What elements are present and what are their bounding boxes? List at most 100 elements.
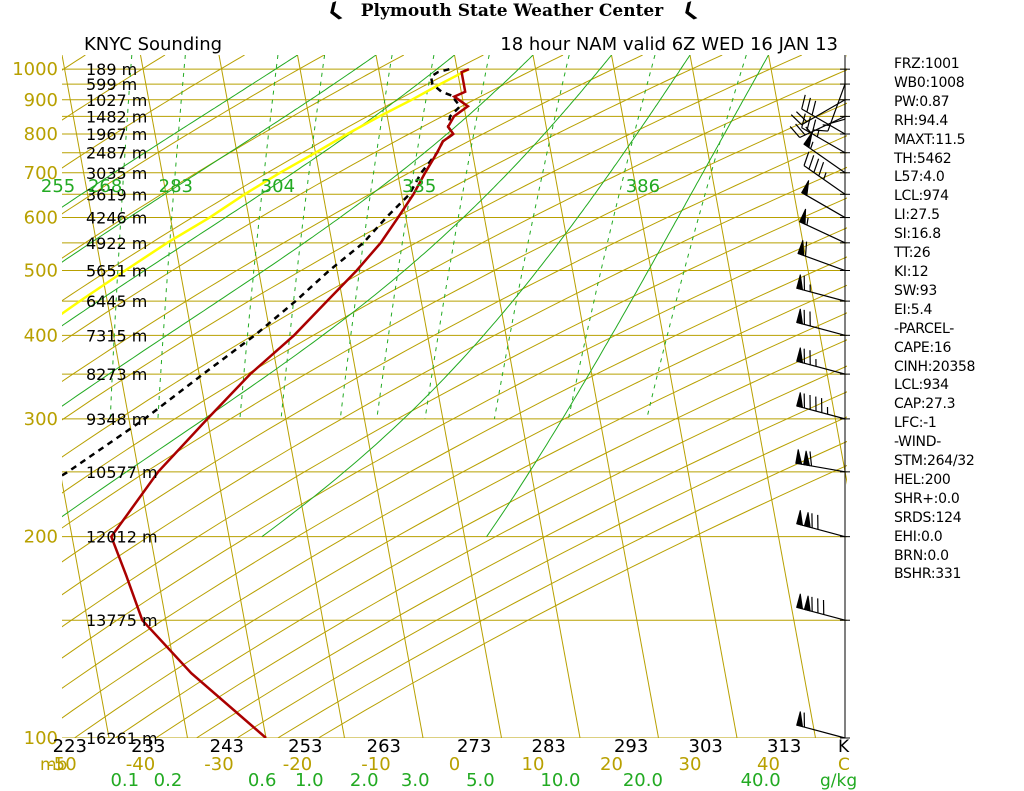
sounding-index-item: -PARCEL-	[894, 320, 955, 337]
wind-barb-shaft	[801, 127, 846, 154]
pressure-tick-label: 400	[24, 325, 58, 346]
height-label: 599 m	[86, 75, 137, 94]
wind-barb-half	[822, 124, 830, 127]
isotherm-line	[689, 55, 817, 738]
mixing-ratio-line	[280, 55, 326, 419]
sounding-index-item: SRDS:124	[894, 509, 962, 526]
sounding-index-item: BSHR:331	[894, 566, 962, 583]
isentrope-label-bottom: 233	[131, 736, 165, 757]
mixing-ratio-line	[424, 55, 490, 419]
wind-barb-flag	[796, 308, 804, 325]
dry-adiabat-line	[62, 55, 405, 259]
sounding-index-item: RH:94.4	[894, 112, 949, 129]
height-label: 4246 m	[86, 209, 147, 228]
wind-barb-shaft	[796, 405, 846, 420]
isotherm-line	[0, 55, 31, 738]
mixing-unit-label: g/kg	[820, 771, 857, 791]
dry-adiabat-line	[62, 69, 847, 494]
wind-barb-flag	[803, 512, 811, 528]
theta-unit-label: K	[838, 737, 850, 757]
isotherm-line	[140, 55, 267, 738]
sounding-index-item: SHR+:0.0	[894, 490, 960, 507]
wind-barb-shaft	[827, 83, 846, 132]
dry-adiabat-line	[155, 365, 847, 738]
wind-barb-flag	[796, 593, 804, 610]
temperature-tick-label: 30	[679, 754, 702, 775]
temperature-tick-label: -20	[283, 754, 312, 775]
temperature-tick-label: -30	[204, 754, 233, 775]
pressure-tick-label: 100	[24, 728, 58, 749]
dry-adiabat-line	[62, 284, 847, 719]
dewpoint-profile-line	[62, 67, 462, 477]
wind-barb-full	[830, 118, 846, 124]
dry-adiabat-line	[196, 391, 847, 738]
dry-adiabat-line	[62, 256, 847, 689]
moist-adiabat-line	[62, 55, 612, 518]
wind-barb-flag	[796, 510, 804, 526]
wind-barb-full	[796, 111, 808, 123]
temperature-profile-line	[109, 68, 471, 738]
isotherm-line	[62, 479, 110, 738]
dry-adiabat-line	[62, 55, 643, 383]
temperature-tick-label: -40	[126, 754, 155, 775]
wind-barb-shaft	[801, 192, 846, 219]
isentrope-label-top: 304	[261, 176, 295, 197]
isotherm-line	[454, 55, 581, 738]
chart-model-label: 18 hour NAM valid 6Z WED 16 JAN 13	[500, 34, 838, 55]
wind-barb-flag	[796, 392, 804, 409]
pressure-tick-label: 800	[24, 124, 58, 145]
height-label: 3035 m	[86, 164, 147, 183]
wind-barb-full	[804, 241, 808, 257]
wind-barb-shaft	[799, 221, 846, 244]
isentrope-label-bottom: 283	[532, 736, 566, 757]
wind-barb-flag	[796, 711, 804, 728]
isotherm-line	[297, 55, 424, 738]
wind-barb-full	[803, 151, 810, 166]
pressure-tick-label: 700	[24, 163, 58, 184]
mixing-ratio-label: 5.0	[466, 770, 495, 791]
mixing-ratio-label: 0.6	[248, 770, 277, 791]
wind-barb-half	[806, 217, 809, 226]
isentrope-label-top: 386	[626, 176, 660, 197]
height-label: 5651 m	[86, 262, 147, 281]
height-label: 1027 m	[86, 91, 147, 110]
mixing-ratio-line	[157, 55, 186, 419]
mixing-ratio-label: 20.0	[623, 770, 663, 791]
wind-barb-shaft	[796, 287, 846, 302]
moist-adiabat-line	[486, 55, 769, 537]
sounding-index-item: TH:5462	[894, 150, 952, 167]
dry-adiabat-line	[62, 197, 847, 628]
sounding-index-item: LCL:934	[894, 377, 949, 394]
wind-barb-full	[801, 113, 806, 128]
moist-adiabat-line	[62, 55, 298, 208]
moist-adiabat-line	[62, 55, 455, 327]
dry-adiabat-line	[62, 227, 847, 659]
wind-barb-flag	[795, 449, 803, 465]
sounding-index-item: LFC:-1	[894, 415, 937, 432]
moist-adiabat-line	[261, 55, 691, 538]
wind-barb-full	[790, 114, 803, 126]
isotherm-line	[611, 55, 738, 738]
y-unit-label: mb	[40, 755, 67, 775]
sounding-index-item: TT:26	[894, 245, 931, 262]
wind-barb-shaft	[796, 360, 846, 375]
wind-barb-flag	[796, 347, 804, 364]
wind-barb-shaft	[801, 108, 846, 135]
height-label: 189 m	[86, 60, 137, 79]
dry-adiabat-line	[62, 55, 325, 215]
wind-barb-shaft	[803, 165, 846, 195]
isentrope-label-top: 335	[402, 176, 436, 197]
height-label: 16261 m	[86, 729, 158, 748]
height-label: 2487 m	[86, 144, 147, 163]
wind-barb-full	[818, 161, 825, 177]
temperature-tick-label: -50	[47, 754, 76, 775]
dry-adiabat-line	[62, 55, 564, 343]
wind-barb-full	[811, 100, 817, 116]
dry-adiabat-line	[62, 55, 803, 458]
height-label: 13775 m	[86, 611, 158, 630]
pressure-tick-label: 200	[24, 527, 58, 548]
mixing-ratio-label: 40.0	[741, 770, 781, 791]
isotherm-line	[218, 55, 346, 738]
mixing-ratio-line	[109, 55, 133, 419]
wind-barb-flag	[797, 240, 805, 257]
